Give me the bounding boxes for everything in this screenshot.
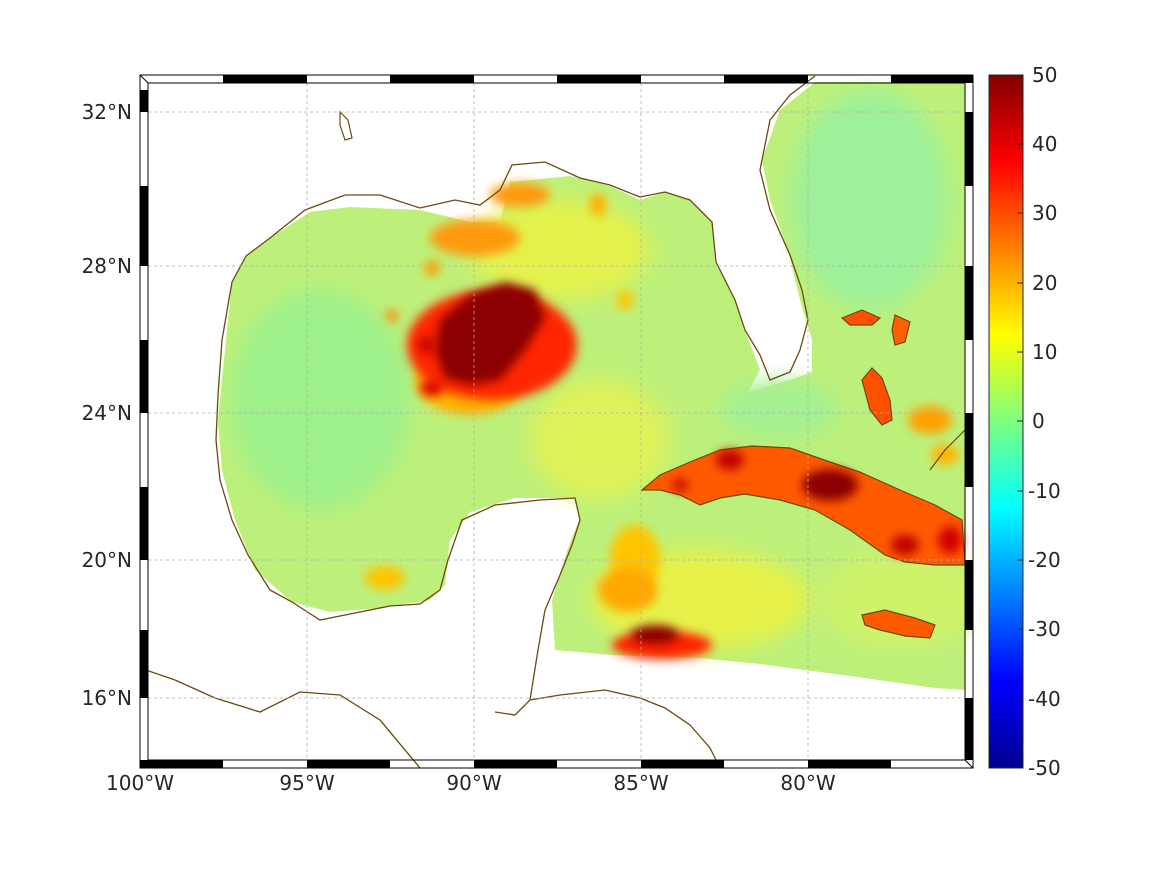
- coastline-us: [217, 75, 816, 396]
- lon-label-85: 85°W: [613, 771, 668, 795]
- colorbar-ticks: [1017, 143, 1023, 700]
- lake-outline: [339, 110, 353, 141]
- colorbar-label-0: 0: [1032, 409, 1045, 433]
- hotspot: [407, 282, 577, 400]
- hispaniola-coast: [929, 429, 966, 471]
- lat-label-16: 16°N: [82, 686, 132, 710]
- caribbean-anomalies: [612, 625, 712, 659]
- lon-label-100: 100°W: [106, 771, 174, 795]
- colorbar-label-neg50: -50: [1028, 756, 1061, 780]
- latitude-labels: 32°N 28°N 24°N 20°N 16°N: [82, 100, 132, 710]
- map-frame: [139, 74, 974, 769]
- colorbar-label-40: 40: [1032, 132, 1057, 156]
- lat-label-28: 28°N: [82, 254, 132, 278]
- andros-island: [861, 367, 893, 426]
- colorbar-label-20: 20: [1032, 271, 1057, 295]
- colorbar-label-30: 30: [1032, 201, 1057, 225]
- longitude-labels: 100°W 95°W 90°W 85°W 80°W: [106, 771, 836, 795]
- jamaica-island: [861, 609, 936, 639]
- colorbar-label-50: 50: [1032, 63, 1057, 87]
- lon-label-95: 95°W: [279, 771, 334, 795]
- lat-label-24: 24°N: [82, 401, 132, 425]
- colorbar-label-neg20: -20: [1028, 548, 1061, 572]
- lat-label-20: 20°N: [82, 548, 132, 572]
- cuba-island: [640, 445, 966, 566]
- coastline-central-america: [140, 667, 421, 768]
- lon-label-90: 90°W: [446, 771, 501, 795]
- lat-label-32: 32°N: [82, 100, 132, 124]
- map-grid: [148, 83, 965, 760]
- coastline-honduras: [529, 689, 721, 768]
- colorbar: 50 40 30 20 10 0 -10 -20 -30 -40 -50: [988, 63, 1061, 780]
- colorbar-label-neg10: -10: [1028, 479, 1061, 503]
- colorbar-label-10: 10: [1032, 340, 1057, 364]
- colorbar-label-neg30: -30: [1028, 617, 1061, 641]
- abaco-island: [840, 309, 882, 326]
- eleuthera-island: [891, 314, 911, 346]
- cuba-hotspots: [672, 450, 962, 555]
- colorbar-label-neg40: -40: [1028, 687, 1061, 711]
- map-panel: [140, 75, 973, 768]
- lon-label-80: 80°W: [780, 771, 835, 795]
